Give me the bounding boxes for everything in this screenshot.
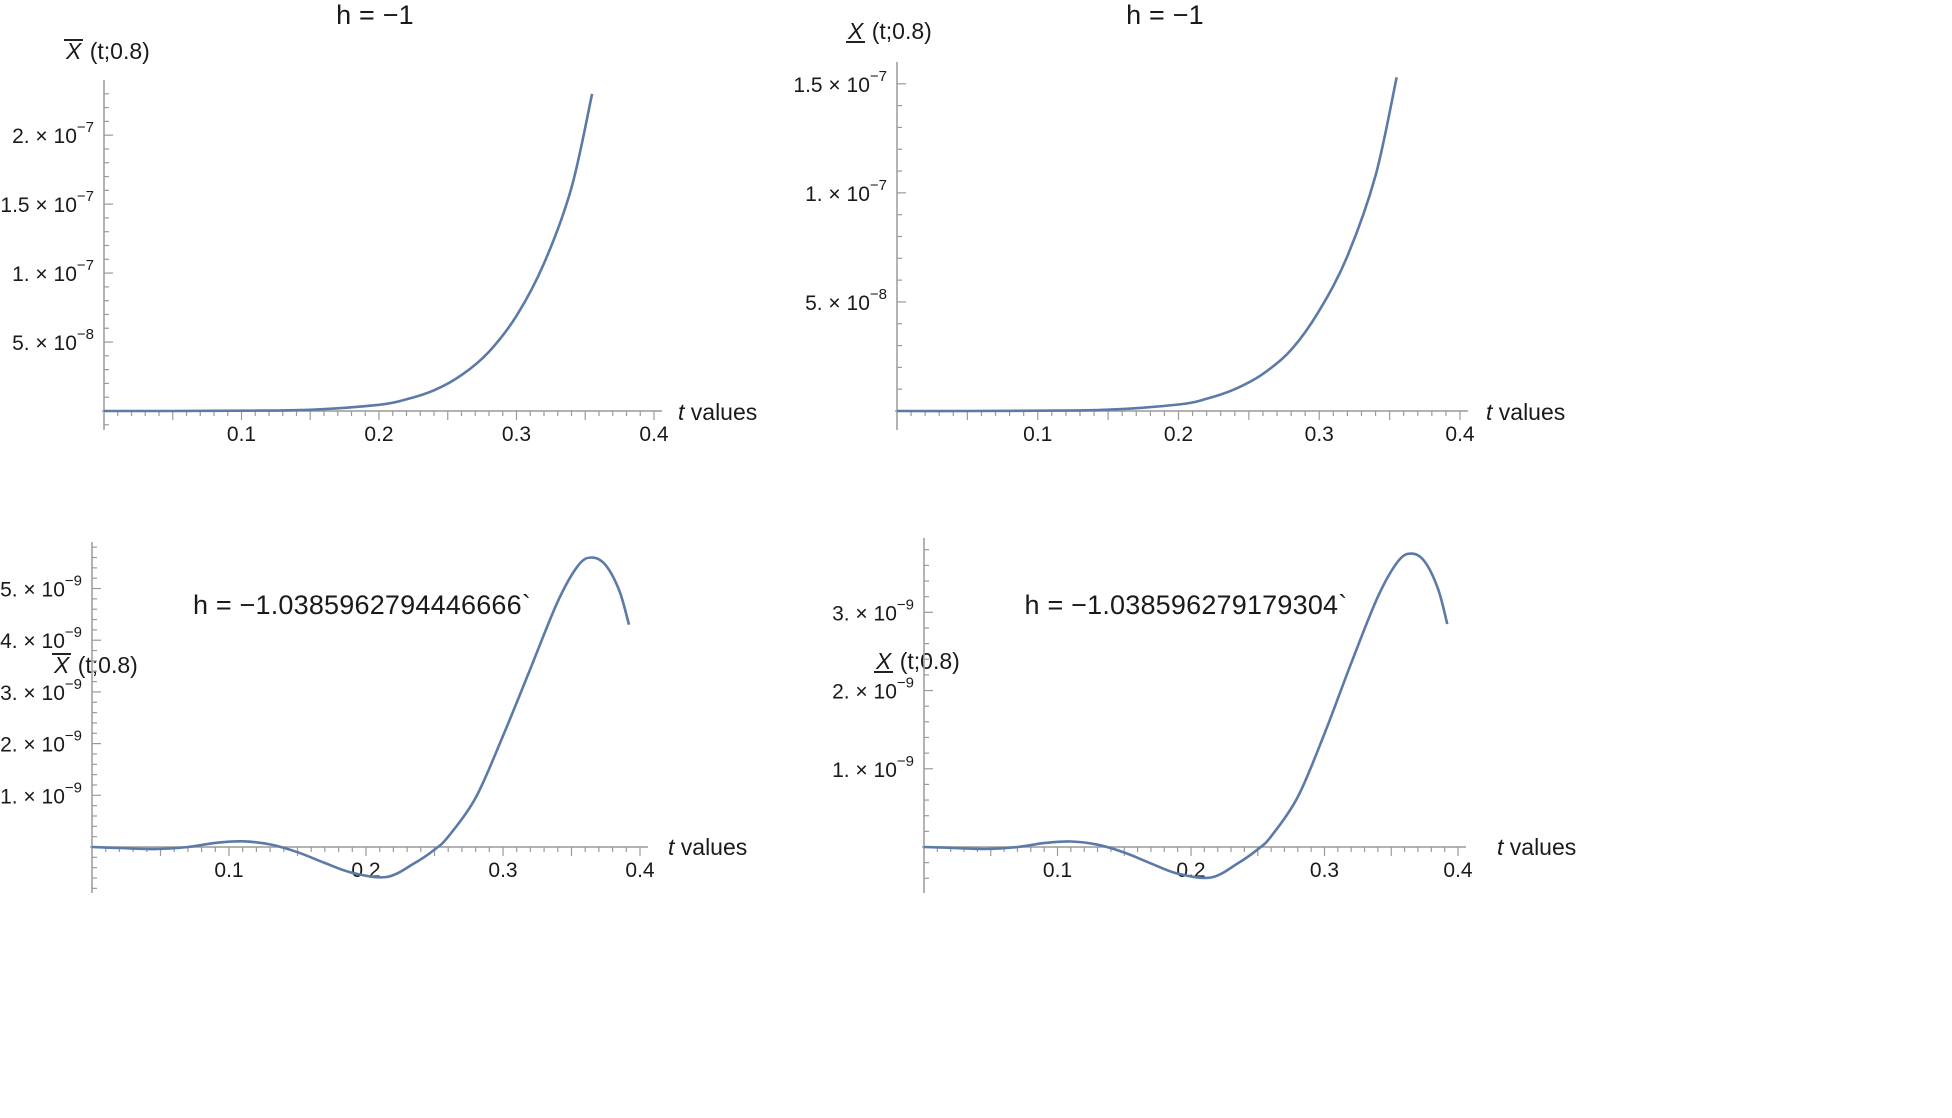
plot-area: 0.1 0.2 0.3 0.41. × 10−92. × 10−93. × 10−9 <box>832 538 1473 893</box>
x-axis-var: t <box>1497 834 1504 860</box>
x-tick-label: 0.1 <box>214 859 243 882</box>
chart-title: h = −1.0385962794446666` <box>192 590 532 620</box>
y-tick-label: 2. × 10−9 <box>0 728 82 757</box>
x-tick-label: 0.3 <box>502 423 531 446</box>
y-tick-label: 4. × 10−9 <box>0 624 82 653</box>
y-tick-label: 5. × 10−8 <box>805 286 887 315</box>
y-axis-symbol: X <box>64 38 84 64</box>
x-axis-word: values <box>680 834 748 860</box>
x-axis-label: t values <box>668 834 747 861</box>
x-tick-label: 0.4 <box>639 423 669 446</box>
y-axis-args: (t;0.8) <box>899 648 960 674</box>
x-axis-word: values <box>1509 834 1577 860</box>
y-axis-symbol: X <box>874 648 894 674</box>
x-axis-var: t <box>678 399 685 425</box>
series-line <box>923 552 1449 880</box>
y-axis-args: (t;0.8) <box>77 652 138 678</box>
x-tick-label: 0.3 <box>1305 423 1334 446</box>
chart-title: h = −1 <box>336 0 414 30</box>
x-axis-label: t values <box>678 399 757 426</box>
y-tick-label: 3. × 10−9 <box>0 676 82 705</box>
y-tick-label: 5. × 10−8 <box>12 326 94 355</box>
y-axis-label: X (t;0.8) <box>846 18 932 45</box>
series-line <box>103 93 594 413</box>
y-tick-label: 1. × 10−9 <box>832 753 914 782</box>
x-axis-word: values <box>690 399 758 425</box>
y-axis-label: X (t;0.8) <box>874 648 960 675</box>
y-axis-label: X (t;0.8) <box>52 652 138 679</box>
plot-area: 0.1 0.2 0.3 0.4 1. × 10−9 2. × 10−9 3. × 10−9 4… <box>0 542 655 893</box>
x-tick-label: 0.2 <box>351 859 380 882</box>
x-tick-label: 0.4 <box>1445 423 1475 446</box>
y-tick-label: 5. × 10−9 <box>0 573 82 602</box>
x-tick-label: 0.2 <box>1164 423 1193 446</box>
chart-panel-2: h = −1 X (t;0.8) t values 0.1 0.2 0.3 0.4 5.… <box>793 0 1952 560</box>
chart-panel-1: h = −1 X (t;0.8) t values 0.1 0.2 0.3 0.4 5.… <box>0 0 980 560</box>
x-tick-label: 0.1 <box>1023 423 1052 446</box>
x-axis-var: t <box>668 834 675 860</box>
y-axis-symbol: X <box>52 652 72 678</box>
x-tick-label: 0.3 <box>1310 859 1339 882</box>
x-tick-label: 0.3 <box>488 859 517 882</box>
y-tick-label: 2. × 10−9 <box>832 675 914 704</box>
y-axis-args: (t;0.8) <box>89 38 150 64</box>
chart-panel-4: h = −1.038596279179304` X (t;0.8) t valu… <box>832 538 1952 1118</box>
x-tick-label: 0.4 <box>625 859 655 882</box>
y-tick-label: 1.5 × 10−7 <box>0 188 94 217</box>
y-tick-label: 1. × 10−7 <box>12 257 94 286</box>
x-axis-label: t values <box>1486 399 1565 426</box>
plot-area: 0.1 0.2 0.3 0.4 5. × 10−8 1. × 10−7 1.5 × 10−7 <box>793 62 1475 446</box>
y-tick-label: 1.5 × 10−7 <box>793 68 887 97</box>
x-tick-label: 0.2 <box>364 423 393 446</box>
plot-area: 0.1 0.2 0.3 0.4 5. × 10−8 1. × 10−7 1.5 × 10−7… <box>0 80 669 446</box>
chart-title: h = −1.038596279179304` <box>1024 590 1348 620</box>
x-tick-label: 0.1 <box>1043 859 1072 882</box>
x-axis-word: values <box>1498 399 1566 425</box>
y-axis-symbol: X <box>846 18 866 44</box>
y-tick-label: 3. × 10−9 <box>832 596 914 625</box>
y-tick-label: 1. × 10−9 <box>0 779 82 808</box>
y-tick-label: 1. × 10−7 <box>805 177 887 206</box>
x-axis-var: t <box>1486 399 1493 425</box>
x-tick-label: 0.4 <box>1443 859 1473 882</box>
series-line <box>896 77 1398 413</box>
series-line <box>91 556 631 879</box>
chart-title: h = −1 <box>1126 0 1204 30</box>
chart-panel-3: h = −1.0385962794446666` X (t;0.8) t val… <box>0 542 980 1118</box>
y-axis-label: X (t;0.8) <box>64 38 150 65</box>
x-axis-label: t values <box>1497 834 1576 861</box>
y-tick-label: 2. × 10−7 <box>12 119 94 148</box>
x-tick-label: 0.1 <box>227 423 256 446</box>
y-axis-args: (t;0.8) <box>871 18 932 44</box>
